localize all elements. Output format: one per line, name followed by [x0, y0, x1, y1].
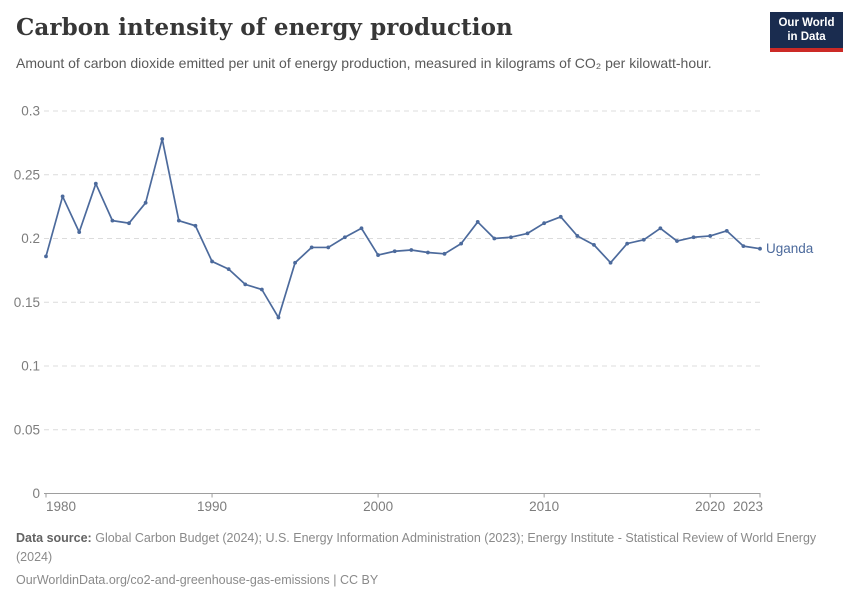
data-point [376, 253, 380, 257]
y-tick-label: 0.3 [21, 104, 40, 119]
data-point [459, 241, 464, 246]
data-point [359, 226, 364, 231]
x-tick-label: 2023 [733, 499, 763, 514]
y-tick-label: 0 [32, 486, 40, 501]
data-point [143, 200, 148, 205]
y-tick-label: 0.25 [14, 167, 40, 182]
data-point [326, 245, 331, 250]
x-tick-label: 1990 [197, 499, 227, 514]
data-point [44, 254, 48, 259]
owid-logo-stripe [770, 48, 843, 52]
data-point [658, 226, 663, 231]
data-point [409, 248, 414, 252]
data-point [293, 260, 297, 265]
owid-logo-line1: Our World [778, 17, 835, 29]
x-tick-label: 1980 [46, 499, 76, 514]
data-point [210, 259, 214, 264]
data-point [691, 235, 696, 240]
data-point [110, 218, 115, 223]
y-tick-label: 0.05 [14, 422, 40, 437]
data-point [426, 250, 430, 255]
owid-logo: Our World in Data [770, 12, 843, 52]
data-point [276, 315, 281, 320]
data-point [641, 237, 646, 242]
data-point [708, 234, 713, 238]
data-line [45, 138, 761, 319]
y-tick-label: 0.1 [21, 359, 40, 374]
data-point [741, 244, 746, 249]
chart-subtitle: Amount of carbon dioxide emitted per uni… [16, 55, 712, 71]
entity-label: Uganda [766, 241, 814, 256]
data-point [592, 242, 596, 247]
data-point [608, 260, 613, 265]
license-line: OurWorldinData.org/co2-and-greenhouse-ga… [16, 573, 379, 587]
x-tick-label: 2020 [695, 499, 725, 514]
data-point [193, 223, 198, 228]
data-point [758, 246, 762, 251]
data-point [475, 220, 480, 224]
data-point [542, 221, 547, 226]
y-tick-label: 0.15 [14, 295, 40, 310]
data-point [509, 235, 513, 240]
data-source-line: Data source: Global Carbon Budget (2024)… [16, 529, 834, 567]
data-point [525, 231, 530, 236]
data-point [492, 236, 497, 241]
data-point [160, 137, 165, 141]
x-tick-label: 2010 [529, 499, 559, 514]
page-title: Carbon intensity of energy production [16, 14, 513, 41]
data-point [93, 181, 98, 186]
data-point [176, 218, 181, 223]
data-source-text: Global Carbon Budget (2024); U.S. Energy… [16, 531, 817, 564]
data-point [243, 282, 248, 287]
data-point [226, 267, 231, 271]
data-point [342, 235, 347, 240]
data-source-label: Data source: [16, 531, 92, 545]
data-point [392, 249, 397, 254]
data-point [309, 245, 314, 250]
chart-footer: Data source: Global Carbon Budget (2024)… [16, 529, 834, 590]
data-point [442, 251, 447, 256]
y-tick-label: 0.2 [21, 231, 40, 246]
data-point [625, 241, 630, 246]
data-point [558, 214, 563, 219]
data-point [724, 228, 729, 233]
data-point [575, 234, 580, 238]
data-point [60, 194, 65, 199]
data-point [675, 239, 679, 243]
x-tick-label: 2000 [363, 499, 393, 514]
chart-header: Carbon intensity of energy production Am… [16, 13, 755, 74]
data-point [259, 287, 264, 292]
data-point [77, 230, 82, 235]
owid-logo-line2: in Data [787, 30, 826, 43]
data-point [127, 221, 131, 226]
